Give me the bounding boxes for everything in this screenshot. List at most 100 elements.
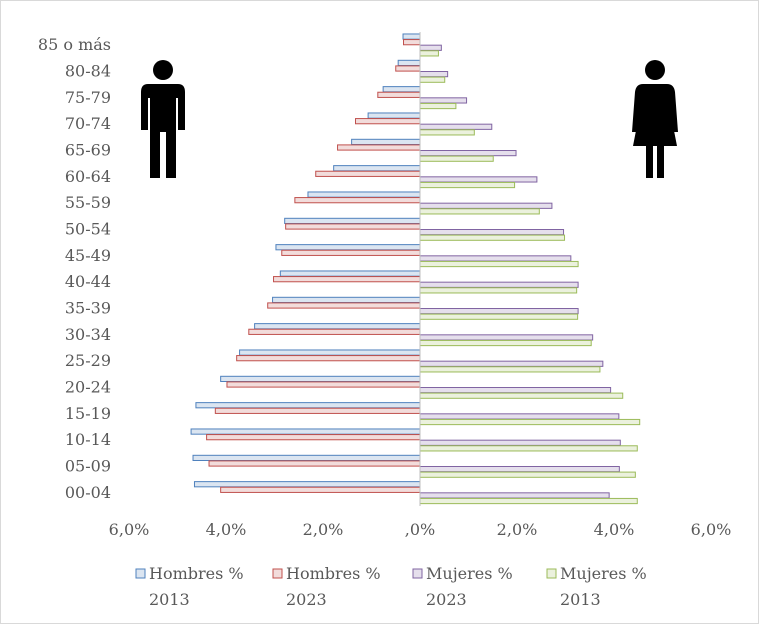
bar-mujeres-2013-45-49 xyxy=(419,260,579,268)
bars-layer xyxy=(190,33,641,505)
bar-mujeres-2013-50-54 xyxy=(419,234,566,241)
bar-mujeres-2023-75-79 xyxy=(419,97,468,104)
male-figure-icon xyxy=(141,60,185,178)
legend-swatch xyxy=(412,568,423,579)
bar-mujeres-2013-30-34 xyxy=(419,339,592,347)
y-tick-label: 00-04 xyxy=(65,483,111,502)
bar-mujeres-2023-65-69 xyxy=(419,150,517,157)
bar-mujeres-2023-20-24 xyxy=(419,387,612,394)
bar-mujeres-2013-55-59 xyxy=(419,208,540,215)
y-axis-labels: 00-04 05-09 10-14 15-19 20-24 25-29 30-34 35-39… xyxy=(38,35,111,502)
bar-hombres-2023-15-19 xyxy=(214,407,421,414)
bar-mujeres-2013-25-29 xyxy=(419,366,601,373)
y-tick-label: 80-84 xyxy=(65,62,111,81)
bar-mujeres-2023-05-09 xyxy=(419,466,620,473)
bar-mujeres-2013-85-o-m-s xyxy=(419,50,439,57)
bar-hombres-2023-65-69 xyxy=(337,144,421,151)
bar-mujeres-2013-15-19 xyxy=(419,418,641,426)
bar-mujeres-2023-85-o-m-s xyxy=(419,44,442,51)
bar-hombres-2013-45-49 xyxy=(275,244,421,251)
bar-mujeres-2013-20-24 xyxy=(419,392,624,399)
bar-hombres-2013-05-09 xyxy=(192,454,421,461)
bar-hombres-2023-20-24 xyxy=(226,381,421,388)
bar-mujeres-2023-15-19 xyxy=(419,413,620,420)
bar-mujeres-2013-10-14 xyxy=(419,445,638,452)
bar-mujeres-2023-10-14 xyxy=(419,439,621,446)
x-tick-label: 4,0% xyxy=(594,520,635,539)
legend-label: Mujeres % xyxy=(426,564,513,583)
bar-hombres-2013-00-04 xyxy=(193,481,421,488)
bar-hombres-2023-55-59 xyxy=(294,197,421,204)
bar-mujeres-2013-05-09 xyxy=(419,471,636,478)
bar-hombres-2023-45-49 xyxy=(281,249,421,256)
legend-label-year: 2013 xyxy=(560,590,601,609)
bar-mujeres-2023-25-29 xyxy=(419,360,604,367)
legend-label-year: 2013 xyxy=(149,590,190,609)
bar-hombres-2023-25-29 xyxy=(236,355,421,362)
bar-hombres-2013-65-69 xyxy=(351,138,421,146)
bar-mujeres-2023-50-54 xyxy=(419,229,565,236)
bar-hombres-2023-35-39 xyxy=(267,302,421,309)
y-tick-label: 10-14 xyxy=(65,430,111,449)
bar-hombres-2013-35-39 xyxy=(272,296,421,303)
x-tick-label: 6,0% xyxy=(691,520,732,539)
bar-hombres-2023-10-14 xyxy=(206,434,421,441)
legend-label: Hombres % xyxy=(286,564,381,583)
female-figure-icon xyxy=(632,60,678,178)
legend-label-year: 2023 xyxy=(286,590,327,609)
bar-hombres-2013-75-79 xyxy=(382,86,421,93)
bar-mujeres-2013-40-44 xyxy=(419,287,578,294)
x-tick-label: ,0% xyxy=(405,520,435,539)
legend-label-year: 2023 xyxy=(426,590,467,609)
bar-mujeres-2023-35-39 xyxy=(419,308,579,315)
bar-mujeres-2023-00-04 xyxy=(419,492,610,499)
bar-mujeres-2013-60-64 xyxy=(419,181,516,189)
legend-swatch xyxy=(135,568,146,579)
bar-hombres-2013-80-84 xyxy=(397,59,421,66)
bar-hombres-2023-80-84 xyxy=(395,65,421,72)
bar-hombres-2013-15-19 xyxy=(195,402,421,409)
y-tick-label: 50-54 xyxy=(65,220,111,239)
bar-hombres-2013-55-59 xyxy=(307,191,421,198)
y-tick-label: 25-29 xyxy=(65,351,111,370)
y-tick-label: 15-19 xyxy=(65,404,111,423)
bar-hombres-2023-50-54 xyxy=(285,223,421,230)
legend-label: Mujeres % xyxy=(560,564,647,583)
bar-mujeres-2023-40-44 xyxy=(419,281,579,288)
legend-label: Hombres % xyxy=(149,564,244,583)
y-tick-label: 30-34 xyxy=(65,325,111,344)
bar-hombres-2023-85-o-m-s xyxy=(403,39,421,46)
bar-hombres-2013-30-34 xyxy=(254,323,421,330)
bar-hombres-2023-00-04 xyxy=(220,486,421,493)
bar-mujeres-2023-30-34 xyxy=(419,334,594,341)
bar-mujeres-2013-75-79 xyxy=(419,102,457,110)
bar-hombres-2023-60-64 xyxy=(315,170,421,177)
y-tick-label: 20-24 xyxy=(65,378,111,397)
bar-mujeres-2013-35-39 xyxy=(419,313,579,320)
bar-hombres-2013-25-29 xyxy=(239,349,421,356)
bar-mujeres-2023-55-59 xyxy=(419,202,553,209)
bar-hombres-2023-30-34 xyxy=(248,328,421,335)
legend-swatch xyxy=(546,568,557,579)
bar-mujeres-2023-80-84 xyxy=(419,71,449,78)
x-axis-labels: 6,0% 4,0% 2,0% ,0% 2,0% 4,0% 6,0% xyxy=(109,520,732,539)
bar-mujeres-2013-70-74 xyxy=(419,129,475,136)
bar-hombres-2013-20-24 xyxy=(220,375,421,382)
y-tick-label: 05-09 xyxy=(65,457,111,476)
y-tick-label: 60-64 xyxy=(65,167,111,186)
bar-mujeres-2023-45-49 xyxy=(419,255,572,262)
bar-hombres-2013-40-44 xyxy=(279,270,421,277)
bar-hombres-2023-75-79 xyxy=(377,91,421,98)
bar-hombres-2023-40-44 xyxy=(273,276,421,283)
legend: Hombres % 2013 Hombres % 2023 Mujeres % 2023 M… xyxy=(135,564,647,609)
x-tick-label: 6,0% xyxy=(109,520,150,539)
legend-swatch xyxy=(272,568,283,579)
x-tick-label: 2,0% xyxy=(303,520,344,539)
y-tick-label: 75-79 xyxy=(65,88,111,107)
bar-hombres-2013-10-14 xyxy=(190,428,421,435)
bar-hombres-2013-70-74 xyxy=(367,112,421,119)
y-tick-label: 40-44 xyxy=(65,272,111,291)
y-tick-label: 55-59 xyxy=(65,193,111,212)
